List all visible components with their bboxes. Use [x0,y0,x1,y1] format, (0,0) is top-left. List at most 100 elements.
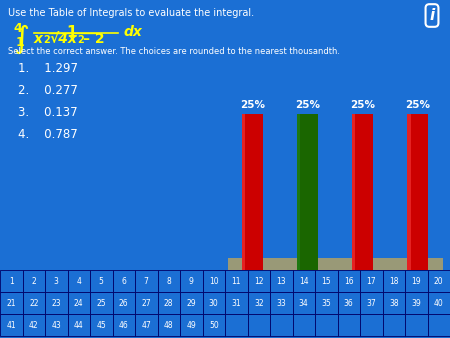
Text: 29: 29 [186,298,196,308]
Text: 1: 1 [9,276,14,286]
Text: 1: 1 [16,36,25,49]
Text: 10: 10 [209,276,219,286]
Bar [68,314,90,336]
Bar [202,314,225,336]
Text: 1.    1.297: 1. 1.297 [18,62,78,75]
Bar [428,314,450,336]
Text: 45: 45 [96,320,106,330]
Text: 13: 13 [276,276,286,286]
Text: 2: 2 [43,35,50,45]
Bar [22,314,45,336]
Text: 11: 11 [231,276,241,286]
Text: 30: 30 [209,298,219,308]
Bar [68,292,90,314]
Bar [297,114,300,270]
Bar [315,292,338,314]
Bar [428,292,450,314]
Bar [405,314,428,336]
Text: 25%: 25% [295,100,320,110]
Text: 43: 43 [51,320,61,330]
Text: Use the Table of Integrals to evaluate the integral.: Use the Table of Integrals to evaluate t… [8,8,254,18]
Bar [270,314,292,336]
Text: 22: 22 [29,298,39,308]
Text: 44: 44 [74,320,84,330]
Bar [382,270,405,292]
Text: 7: 7 [144,276,148,286]
Bar [315,314,338,336]
Text: 34: 34 [299,298,309,308]
Text: 24: 24 [74,298,84,308]
Bar [242,114,263,270]
Text: 23: 23 [51,298,61,308]
Text: Select the correct answer. The choices are rounded to the nearest thousandth.: Select the correct answer. The choices a… [8,47,340,56]
Bar [22,292,45,314]
Bar [405,270,428,292]
Text: 40: 40 [434,298,444,308]
Text: 25%: 25% [405,100,431,110]
Bar [407,114,428,270]
Text: dx: dx [123,25,142,39]
Bar [292,270,315,292]
Text: 19: 19 [411,276,421,286]
Bar [338,292,360,314]
Text: 28: 28 [164,298,174,308]
Bar [407,114,410,270]
Text: 42: 42 [29,320,39,330]
Bar [228,258,443,270]
Bar [352,114,374,270]
Text: 4: 4 [13,22,22,35]
Text: 49: 49 [186,320,196,330]
Bar [225,314,248,336]
Bar [135,314,158,336]
Bar [202,292,225,314]
Bar [352,114,356,270]
Bar [338,314,360,336]
Bar [242,114,245,270]
Text: ∫: ∫ [13,25,29,54]
Bar [135,292,158,314]
Text: 5: 5 [99,276,104,286]
Text: – 2: – 2 [83,32,104,46]
Text: 33: 33 [276,298,286,308]
Bar [45,292,68,314]
Bar [112,314,135,336]
Bar [270,270,292,292]
Bar [360,292,382,314]
Bar [225,292,248,314]
Text: 41: 41 [6,320,16,330]
Text: 18: 18 [389,276,399,286]
Bar [292,292,315,314]
Bar [428,270,450,292]
Bar [90,292,112,314]
Text: 48: 48 [164,320,174,330]
Bar [90,270,112,292]
Text: 39: 39 [411,298,421,308]
Bar [248,314,270,336]
Bar [202,270,225,292]
Bar [248,292,270,314]
Bar [0,314,22,336]
Text: 4.    0.787: 4. 0.787 [18,128,78,141]
Text: 8: 8 [166,276,171,286]
Bar [382,292,405,314]
Bar [45,270,68,292]
Text: 31: 31 [231,298,241,308]
Bar [0,270,22,292]
Bar [180,292,202,314]
Bar [292,314,315,336]
Bar [360,270,382,292]
Text: 32: 32 [254,298,264,308]
Text: 25%: 25% [240,100,265,110]
Bar [248,270,270,292]
Bar [338,270,360,292]
Bar [382,314,405,336]
Bar [315,270,338,292]
Text: 2: 2 [77,35,84,45]
Bar [270,292,292,314]
Text: 4: 4 [76,276,81,286]
Text: 2.    0.277: 2. 0.277 [18,84,78,97]
Bar [45,314,68,336]
Text: 12: 12 [254,276,264,286]
Text: 1: 1 [67,25,77,40]
Text: 27: 27 [141,298,151,308]
